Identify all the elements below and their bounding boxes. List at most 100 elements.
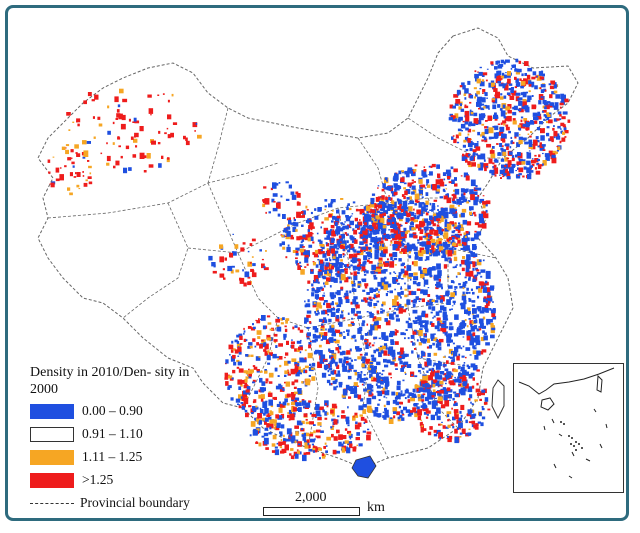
density-patch bbox=[428, 165, 432, 168]
density-patch bbox=[560, 93, 565, 100]
density-patch bbox=[451, 194, 454, 197]
density-patch bbox=[534, 116, 539, 121]
density-patch bbox=[267, 416, 272, 420]
density-patch bbox=[362, 278, 367, 283]
density-patch bbox=[314, 415, 317, 418]
density-patch bbox=[417, 403, 419, 405]
density-patch bbox=[146, 153, 151, 159]
density-patch bbox=[509, 167, 514, 174]
density-patch bbox=[257, 336, 261, 339]
density-patch bbox=[336, 304, 342, 308]
density-patch bbox=[285, 256, 288, 259]
density-patch bbox=[368, 208, 372, 213]
density-patch bbox=[367, 259, 370, 263]
density-patch bbox=[158, 163, 162, 168]
density-patch bbox=[396, 198, 400, 201]
density-patch bbox=[370, 256, 373, 259]
density-patch bbox=[315, 429, 321, 433]
density-patch bbox=[369, 346, 372, 348]
density-patch bbox=[504, 157, 508, 162]
density-patch bbox=[313, 430, 316, 434]
density-patch bbox=[332, 256, 336, 259]
density-patch bbox=[383, 212, 386, 216]
density-patch bbox=[390, 229, 395, 233]
density-patch bbox=[348, 364, 354, 370]
density-patch bbox=[296, 449, 299, 452]
density-patch bbox=[357, 328, 362, 334]
density-patch bbox=[466, 364, 469, 368]
density-patch bbox=[288, 219, 292, 225]
density-patch bbox=[330, 307, 336, 311]
density-patch bbox=[317, 207, 322, 212]
density-patch bbox=[305, 452, 311, 455]
density-patch bbox=[368, 342, 372, 345]
density-patch bbox=[232, 369, 236, 374]
density-patch bbox=[392, 399, 398, 404]
density-patch bbox=[457, 229, 461, 234]
density-patch bbox=[278, 356, 283, 360]
density-patch bbox=[331, 220, 334, 223]
legend-item-red: >1.25 bbox=[30, 470, 230, 490]
density-patch bbox=[437, 270, 442, 276]
density-patch bbox=[444, 257, 448, 262]
density-patch bbox=[433, 199, 438, 202]
density-patch bbox=[318, 251, 322, 255]
density-patch bbox=[282, 214, 286, 219]
density-patch bbox=[452, 135, 455, 137]
density-patch bbox=[243, 390, 248, 395]
density-patch bbox=[478, 328, 482, 331]
density-patch bbox=[363, 421, 366, 424]
density-patch bbox=[291, 394, 296, 400]
density-patch bbox=[439, 249, 443, 252]
density-patch bbox=[429, 426, 433, 430]
density-patch bbox=[143, 155, 147, 159]
density-patch bbox=[466, 413, 471, 417]
density-patch bbox=[219, 256, 224, 263]
density-patch bbox=[461, 355, 465, 358]
density-patch bbox=[358, 232, 361, 234]
density-patch bbox=[482, 282, 487, 287]
density-patch bbox=[425, 192, 429, 196]
density-patch bbox=[308, 400, 312, 403]
density-patch bbox=[333, 405, 338, 409]
density-patch bbox=[266, 334, 271, 340]
density-patch bbox=[385, 320, 391, 326]
density-patch bbox=[333, 244, 338, 249]
south-china-sea-inset bbox=[513, 363, 624, 493]
density-patch bbox=[425, 200, 429, 205]
density-patch bbox=[374, 219, 377, 222]
density-patch bbox=[349, 220, 354, 226]
density-patch bbox=[242, 242, 246, 245]
density-patch bbox=[284, 360, 289, 366]
density-patch bbox=[210, 258, 213, 260]
density-patch bbox=[373, 277, 378, 280]
density-patch bbox=[446, 238, 450, 242]
density-patch bbox=[375, 348, 379, 352]
density-patch bbox=[463, 188, 468, 194]
density-patch bbox=[243, 330, 246, 333]
density-patch bbox=[299, 329, 304, 333]
density-patch bbox=[408, 317, 411, 321]
density-patch bbox=[412, 303, 416, 308]
density-patch bbox=[296, 202, 301, 206]
density-patch bbox=[387, 258, 389, 261]
density-patch bbox=[373, 294, 377, 298]
density-patch bbox=[359, 234, 365, 238]
density-patch bbox=[536, 162, 540, 166]
density-patch bbox=[476, 369, 480, 372]
density-patch bbox=[405, 329, 408, 331]
density-patch bbox=[302, 234, 306, 238]
density-patch bbox=[325, 262, 329, 267]
density-patch bbox=[528, 142, 533, 147]
density-patch bbox=[451, 374, 454, 377]
density-patch bbox=[307, 444, 311, 449]
density-patch bbox=[350, 259, 353, 262]
density-patch bbox=[158, 130, 161, 134]
density-patch bbox=[332, 413, 335, 417]
density-patch bbox=[419, 328, 423, 332]
density-patch bbox=[342, 441, 346, 444]
density-patch bbox=[293, 218, 296, 222]
density-patch bbox=[477, 163, 481, 168]
density-patch bbox=[265, 250, 267, 252]
density-patch bbox=[367, 344, 371, 347]
